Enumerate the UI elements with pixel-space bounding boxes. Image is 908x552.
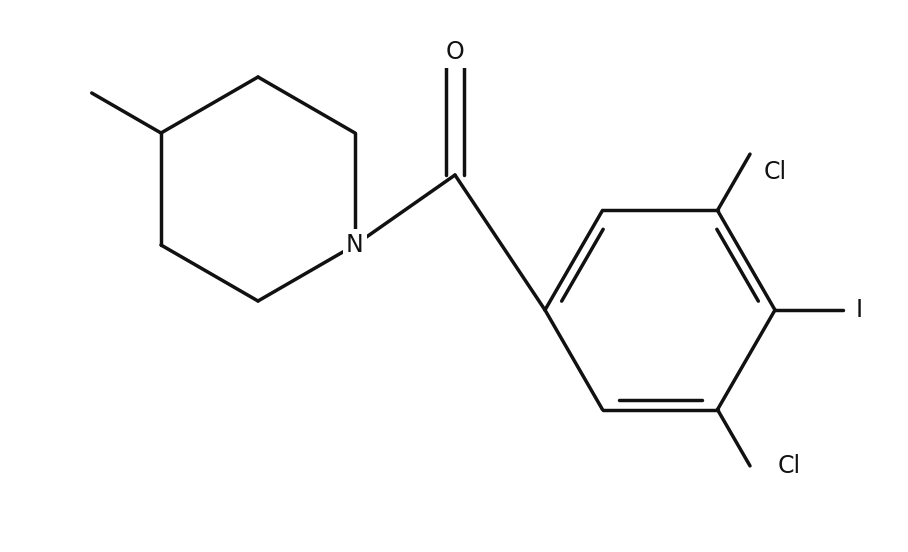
Text: Cl: Cl bbox=[778, 454, 801, 478]
Text: I: I bbox=[855, 298, 863, 322]
Text: N: N bbox=[346, 233, 364, 257]
Text: Cl: Cl bbox=[764, 160, 787, 184]
Text: O: O bbox=[446, 40, 464, 64]
